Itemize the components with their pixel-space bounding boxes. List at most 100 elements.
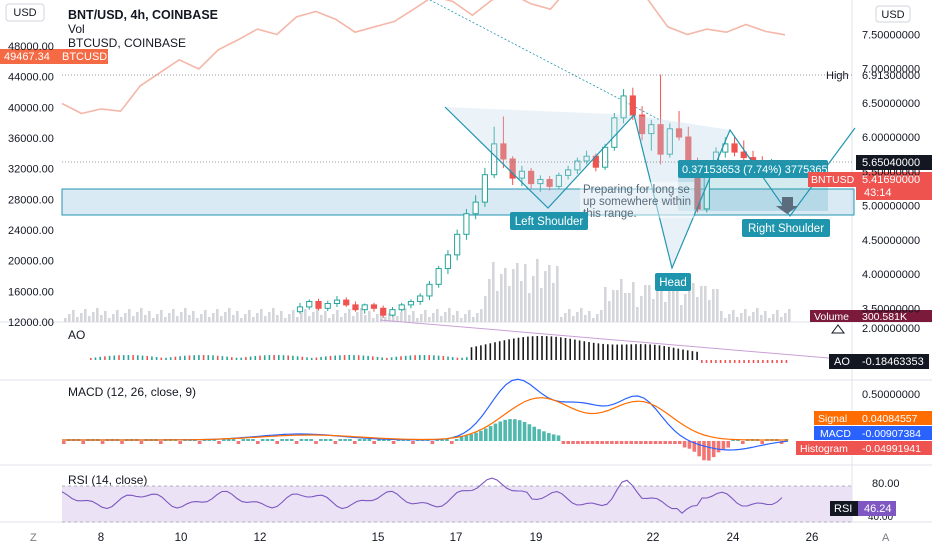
volume-histogram [64, 259, 791, 322]
volume-bar [436, 309, 439, 322]
ao-bar [611, 344, 614, 360]
high-label: High [826, 70, 849, 82]
left-currency-text: USD [13, 7, 36, 19]
time-axis-tick: 10 [175, 532, 188, 544]
volume-bar [292, 310, 295, 322]
note-box[interactable]: Preparing for long se up somewhere withi… [580, 182, 694, 220]
chart-header: BNT/USD, 4h, COINBASE Vol BTCUSD, COINBA… [68, 8, 218, 50]
candle [435, 265, 442, 288]
volume-bar [500, 274, 503, 322]
time-axis-tick: 26 [806, 532, 819, 544]
ao-bar [522, 337, 524, 360]
ao-bar [151, 356, 153, 360]
rsi-value: 46.24 [864, 503, 892, 515]
left-price-axis[interactable]: USD 49467.34 BTCUSD 48000.00 44000.00 4000… [0, 3, 108, 329]
volume-bar [220, 316, 223, 322]
candle [380, 305, 387, 318]
volume-bar [692, 283, 695, 322]
volume-bar [316, 308, 319, 322]
ao-bar [141, 355, 144, 360]
volume-bar [684, 294, 687, 322]
ao-bar [639, 344, 642, 360]
measure-badge[interactable]: 0.37153653 (7.74%) 37753653 [678, 160, 834, 178]
right-currency-badge[interactable] [875, 5, 911, 23]
volume-bar [764, 311, 767, 322]
volume-bar [664, 302, 667, 322]
volume-bar [680, 305, 683, 322]
auto-scale-button[interactable]: A [882, 532, 890, 544]
macd-hist-bar [430, 441, 435, 444]
volume-bar [276, 315, 279, 322]
ao-bar [442, 356, 445, 360]
macd-hist-bar [648, 441, 653, 444]
time-axis[interactable]: Z A 8 10 12 15 17 19 22 24 26 [30, 532, 890, 544]
ao-bar [169, 357, 172, 360]
head-and-shoulders-pattern[interactable] [444, 106, 856, 270]
time-axis-tick: 12 [254, 532, 267, 544]
ruler-icon[interactable] [831, 324, 845, 334]
bnt-symbol-badge [808, 172, 856, 187]
time-axis-tick: 24 [727, 532, 740, 544]
rsi-pane[interactable]: RSI (14, close) 80.00 40.00 RSI 46.24 [68, 473, 900, 523]
right-shoulder-label[interactable]: Right Shoulder [742, 219, 830, 237]
macd-hist-bar [716, 441, 721, 453]
volume-bar [748, 316, 751, 322]
volume-bar [148, 311, 151, 322]
ao-bar [508, 339, 510, 360]
ao-bar [306, 357, 308, 360]
ao-pane[interactable]: AO 2.00000000 AO -0.18463353 [68, 323, 929, 369]
macd-hist-bar [542, 431, 546, 441]
candle [324, 300, 331, 312]
ao-bar [635, 344, 637, 360]
macd-histogram [62, 419, 789, 461]
left-axis-tick: 44000.00 [8, 72, 54, 84]
volume-bar [364, 315, 367, 322]
ao-bar [90, 358, 92, 360]
symbol-title[interactable]: BNT/USD, 4h, COINBASE [68, 8, 218, 22]
bnt-symbol-text: BNTUSD [811, 174, 855, 186]
rsi-title: RSI (14, close) [68, 473, 147, 487]
volume-bar [728, 314, 731, 322]
volume-bar [624, 293, 627, 322]
macd-hist-bar [382, 439, 386, 441]
left-currency-badge[interactable] [5, 3, 45, 22]
volume-bar [112, 314, 115, 322]
head-label-text: Head [659, 277, 687, 289]
volume-bar [72, 310, 75, 322]
ao-bar [273, 355, 275, 360]
macd-hist-bar [517, 420, 522, 441]
left-shoulder-label[interactable]: Left Shoulder [510, 212, 588, 230]
candle [472, 195, 479, 220]
vol-label[interactable]: Vol [68, 22, 85, 36]
candle [629, 87, 636, 120]
macd-pane[interactable]: MACD (12, 26, close, 9) 0.50000000 [68, 385, 920, 401]
macd-hist-bar [294, 441, 299, 444]
volume-bar [592, 318, 595, 322]
ao-bar [597, 343, 600, 360]
btc-symbol-tag: BTCUSD [62, 51, 107, 63]
ao-bar [531, 336, 534, 360]
head-label[interactable]: Head [655, 273, 691, 291]
right-price-axis[interactable]: USD High 6.91300000 5.65040000 BNTUSD 5.… [808, 5, 932, 323]
overlay-symbol[interactable]: BTCUSD, COINBASE [68, 36, 186, 50]
macd-hist-bar [692, 441, 697, 452]
macd-hist-bar [610, 441, 614, 444]
ao-bar [339, 355, 341, 360]
macd-hist-bar [377, 439, 381, 441]
candle [638, 106, 646, 141]
volume-bar [144, 315, 147, 322]
macd-hist-bar [241, 439, 246, 441]
macd-badge-label: MACD [820, 428, 851, 440]
time-zone-button[interactable]: Z [30, 532, 37, 544]
ao-bar [108, 355, 111, 360]
candle [481, 167, 489, 207]
volume-bar [312, 312, 315, 322]
volume-bar [660, 288, 663, 322]
accumulation-zone[interactable] [61, 188, 855, 216]
ao-bar [691, 351, 694, 360]
ao-bar [221, 356, 224, 360]
candle [426, 280, 433, 301]
left-axis-tick: 12000.00 [8, 317, 54, 329]
macd-hist-bar [217, 441, 221, 444]
